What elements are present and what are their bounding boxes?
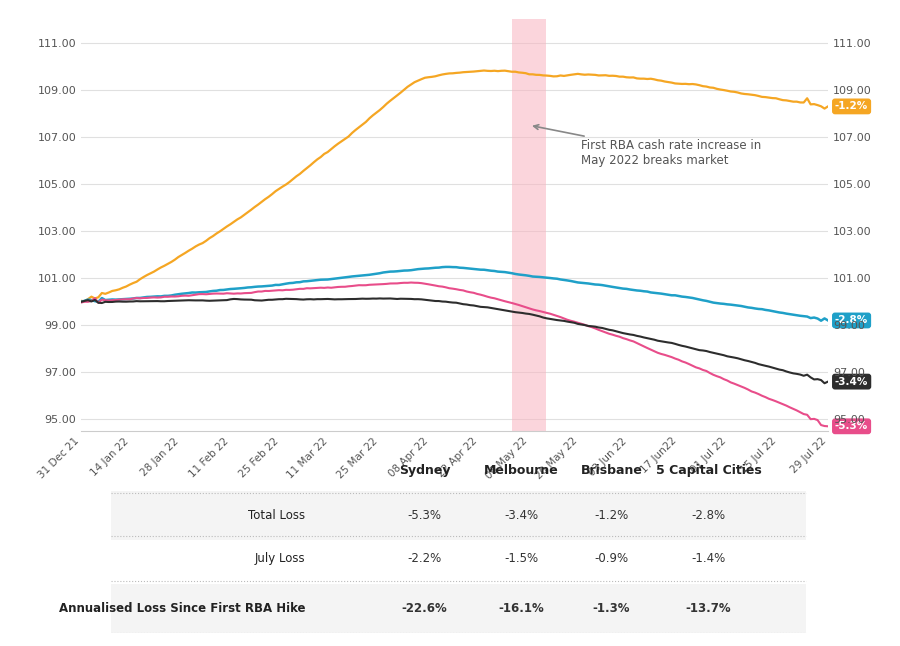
Text: Annualised Loss Since First RBA Hike: Annualised Loss Since First RBA Hike <box>58 602 305 615</box>
Text: -3.4%: -3.4% <box>505 508 539 522</box>
Text: -2.2%: -2.2% <box>408 552 442 565</box>
Text: -1.3%: -1.3% <box>592 602 630 615</box>
Text: -1.5%: -1.5% <box>505 552 539 565</box>
Text: Brisbane: Brisbane <box>580 464 643 477</box>
Text: Total Loss: Total Loss <box>248 508 305 522</box>
Bar <box>512 19 546 431</box>
Text: First RBA cash rate increase in
May 2022 breaks market: First RBA cash rate increase in May 2022… <box>534 125 761 167</box>
Text: -13.7%: -13.7% <box>686 602 732 615</box>
Text: -22.6%: -22.6% <box>401 602 447 615</box>
Text: Sydney: Sydney <box>399 464 450 477</box>
Text: 5 Capital Cities: 5 Capital Cities <box>655 464 761 477</box>
Text: -3.4%: -3.4% <box>835 377 868 386</box>
FancyBboxPatch shape <box>111 585 806 633</box>
Text: -2.8%: -2.8% <box>835 315 868 326</box>
Text: -5.3%: -5.3% <box>408 508 442 522</box>
Text: -1.2%: -1.2% <box>594 508 628 522</box>
Text: July Loss: July Loss <box>255 552 305 565</box>
Text: -2.8%: -2.8% <box>691 508 725 522</box>
Legend: Sydney, Melbourne, Brisbane inc Gold Coast, 5 Cap City Aggregate: Sydney, Melbourne, Brisbane inc Gold Coa… <box>130 585 689 609</box>
Text: -1.2%: -1.2% <box>835 101 868 111</box>
FancyBboxPatch shape <box>111 491 806 539</box>
Text: -5.3%: -5.3% <box>835 421 868 432</box>
Text: Melbourne: Melbourne <box>484 464 559 477</box>
Text: -16.1%: -16.1% <box>499 602 544 615</box>
Text: -1.4%: -1.4% <box>691 552 725 565</box>
Text: -0.9%: -0.9% <box>594 552 628 565</box>
